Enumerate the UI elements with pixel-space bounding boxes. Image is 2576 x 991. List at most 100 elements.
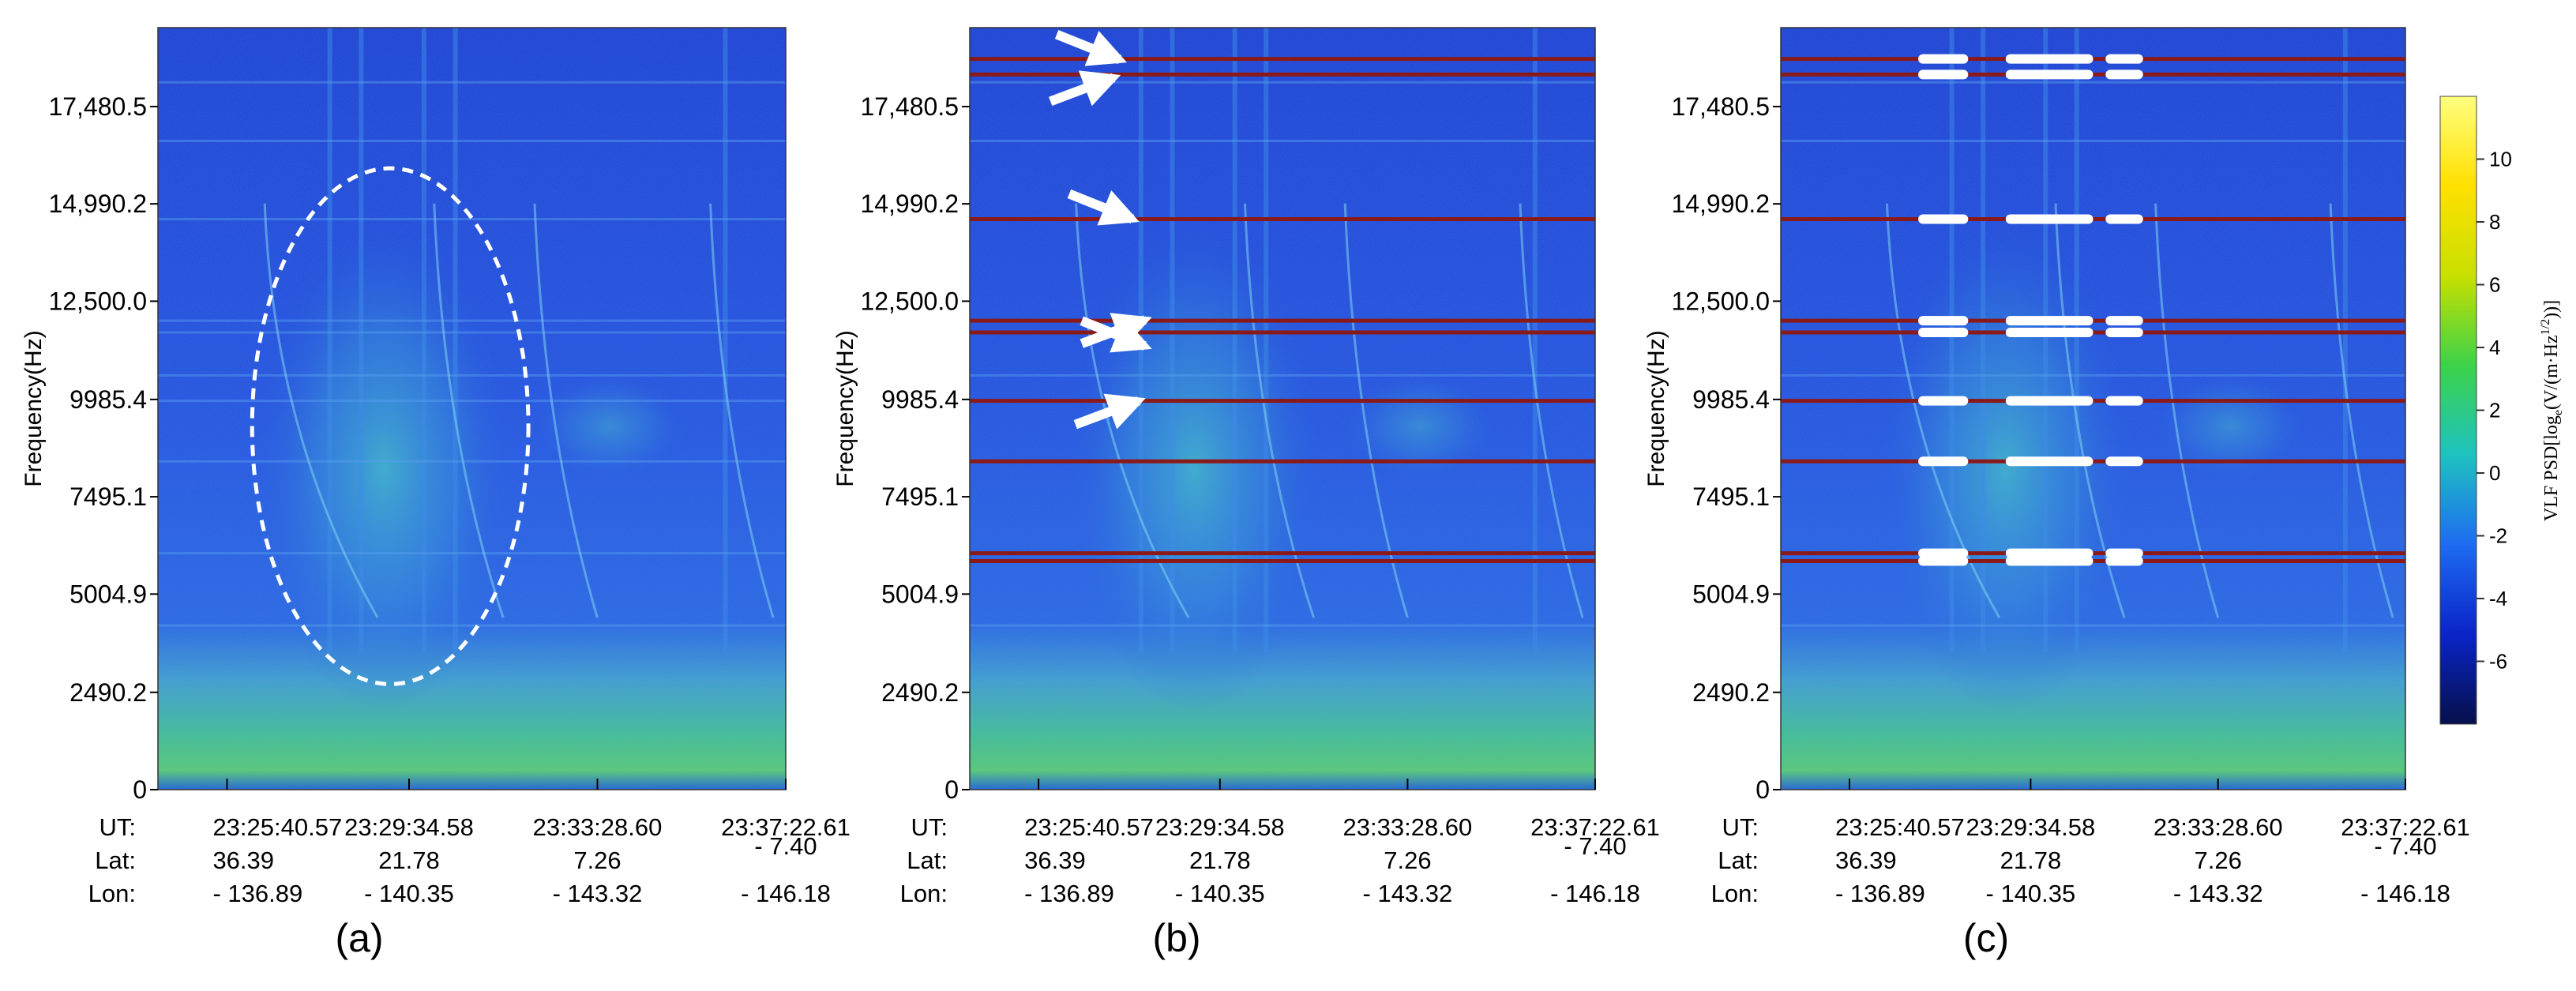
x-tick-label: 23:29:34.58	[344, 813, 474, 841]
panel-b-plot	[969, 27, 1596, 790]
x-row-label: Lon:	[88, 880, 136, 907]
x-tick-label: 21.78	[1189, 846, 1251, 874]
mask-segment	[2005, 396, 2093, 406]
x-tick-label: - 140.35	[364, 880, 454, 907]
colorbar-tick-label: -4	[2489, 587, 2507, 610]
colorbar-tick-label: 0	[2489, 461, 2500, 485]
y-tick-label: 14,990.2	[860, 190, 959, 218]
y-tick-label: 14,990.2	[1671, 190, 1770, 218]
x-tick-label: 23:29:34.58	[1966, 813, 2096, 841]
emission-region	[1345, 373, 1496, 480]
annotation-arrow	[1080, 316, 1152, 353]
vertical-stripe	[2342, 28, 2348, 653]
vertical-stripe	[1949, 28, 1955, 653]
x-tick-label: - 143.32	[553, 880, 643, 907]
mask-segment	[2005, 69, 2093, 80]
panel-c: 17,480.5 14,990.2 12,500.0 9985.4 7495.1 5004…	[1643, 27, 2470, 960]
colorbar-ticks: 10 8 6 4 2 0 -2 -4 -6	[2476, 148, 2512, 674]
colorbar-tick-label: 4	[2489, 336, 2500, 359]
mask-segment	[1918, 316, 1969, 326]
y-axis-label: Frequency(Hz)	[832, 330, 858, 486]
y-tick-label: 9985.4	[881, 385, 959, 414]
panel-c-y-axis: 17,480.5 14,990.2 12,500.0 9985.4 7495.1 5004…	[1643, 92, 1781, 804]
x-tick-label: 23:29:34.58	[1155, 813, 1285, 841]
panel-b-y-axis: 17,480.5 14,990.2 12,500.0 9985.4 7495.1 5004…	[832, 92, 970, 804]
y-tick-label: 12,500.0	[860, 287, 959, 315]
mask-segment	[1918, 328, 1969, 337]
mask-segment	[2005, 548, 2093, 558]
plot-frame	[969, 27, 1596, 790]
y-tick-label: 2490.2	[69, 678, 147, 707]
colorbar-tick-label: -6	[2489, 650, 2507, 674]
x-tick-label: 23:33:28.60	[533, 813, 663, 841]
annotation-arrow	[1049, 70, 1121, 107]
x-row-label: Lat:	[907, 846, 948, 874]
y-tick-label: 9985.4	[69, 385, 147, 414]
x-tick-label: 7.26	[573, 846, 621, 874]
annotation-arrow	[1073, 393, 1146, 430]
mask-segment	[2005, 54, 2093, 64]
x-tick-label: 23:25:40.57	[212, 813, 342, 841]
x-row-label: UT:	[911, 813, 948, 841]
vertical-stripe	[421, 28, 426, 653]
x-row-label: Lon:	[900, 880, 948, 907]
y-tick-label: 14,990.2	[48, 190, 147, 218]
x-tick-label: 36.39	[212, 846, 274, 874]
x-tick-label: 36.39	[1835, 846, 1897, 874]
mask-segment	[1918, 396, 1969, 406]
annotation-arrow	[1067, 189, 1140, 226]
vertical-stripe	[452, 28, 458, 653]
mask-segment	[2005, 328, 2093, 337]
y-tick-label: 9985.4	[1692, 385, 1770, 414]
x-row-label: UT:	[100, 813, 137, 841]
y-tick-label: 7495.1	[69, 482, 147, 511]
plot-frame	[157, 27, 787, 790]
x-tick-label: - 7.40	[754, 832, 817, 860]
x-row-label: Lat:	[1718, 846, 1759, 874]
y-tick-label: 12,500.0	[48, 287, 147, 315]
x-row-label: UT:	[1722, 813, 1759, 841]
x-tick-label: 7.26	[2195, 846, 2242, 874]
x-tick-label: - 146.18	[741, 880, 831, 907]
x-tick-label: 21.78	[2000, 846, 2062, 874]
mask-segment	[2005, 316, 2093, 326]
colorbar-title: VLF PSD[loge(V/(m·Hz1/2))]	[2539, 300, 2565, 521]
x-tick-label: 23:37:22.61	[1530, 813, 1660, 841]
vertical-stripe	[723, 28, 728, 653]
panel-c-plot	[1780, 27, 2406, 790]
x-tick-label: 23:25:40.57	[1835, 813, 1965, 841]
mask-segment	[2105, 396, 2143, 406]
mask-segment	[2105, 54, 2143, 64]
colorbar-tick-label: 2	[2489, 399, 2500, 422]
y-tick-label: 0	[944, 775, 959, 804]
whistler-trace	[433, 203, 505, 618]
x-tick-label: 23:37:22.61	[721, 813, 851, 841]
mask-segment	[2105, 69, 2143, 80]
x-tick-label: 7.26	[1384, 846, 1431, 874]
x-tick-label: 23:33:28.60	[1343, 813, 1473, 841]
mask-segment	[1918, 214, 1969, 224]
x-tick-label: - 140.35	[1986, 880, 2076, 907]
vertical-stripe	[2043, 28, 2048, 653]
colorbar-tick-label: -2	[2489, 524, 2507, 548]
y-tick-label: 0	[133, 775, 147, 804]
y-tick-label: 17,480.5	[860, 92, 959, 121]
annotation-ellipse	[250, 166, 531, 686]
plot-frame	[1780, 27, 2406, 790]
x-row-label: Lon:	[1711, 880, 1759, 907]
y-tick-label: 5004.9	[881, 580, 959, 608]
panel-a-plot	[157, 27, 787, 790]
whistler-trace	[1519, 203, 1584, 618]
panel-a-y-axis: 17,480.5 14,990.2 12,500.0 9985.4 7495.1 5004…	[21, 92, 158, 804]
whistler-trace	[2154, 203, 2220, 618]
panel-b: 17,480.5 14,990.2 12,500.0 9985.4 7495.1 5004…	[832, 27, 1660, 960]
mask-segment	[2105, 316, 2143, 326]
emission-region	[2155, 373, 2306, 480]
whistler-trace	[2054, 203, 2126, 618]
x-tick-label: - 7.40	[1564, 832, 1626, 860]
whistler-trace	[709, 203, 775, 618]
x-tick-label: 23:25:40.57	[1024, 813, 1154, 841]
colorbar-tick-label: 8	[2489, 210, 2500, 234]
x-tick-label: 23:37:22.61	[2341, 813, 2470, 841]
x-tick-label: - 136.89	[1024, 880, 1114, 907]
